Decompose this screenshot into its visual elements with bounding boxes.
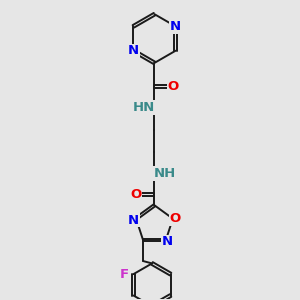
Text: HN: HN <box>133 101 155 114</box>
Text: N: N <box>162 235 173 248</box>
Text: O: O <box>130 188 142 201</box>
Text: O: O <box>169 212 181 225</box>
Text: F: F <box>120 268 129 281</box>
Text: N: N <box>128 214 139 226</box>
Text: NH: NH <box>154 167 176 180</box>
Text: O: O <box>167 80 178 93</box>
Text: N: N <box>170 20 181 33</box>
Text: N: N <box>128 44 139 57</box>
